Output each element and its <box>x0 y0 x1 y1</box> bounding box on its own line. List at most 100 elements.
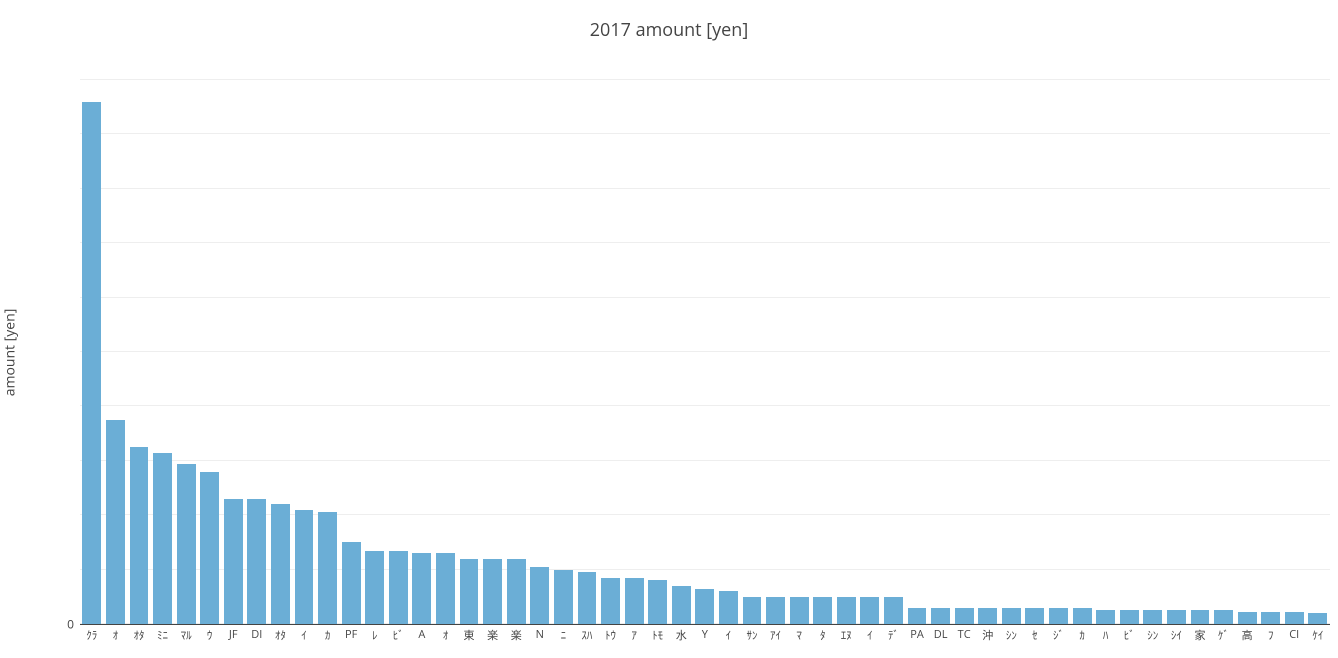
bar-slot <box>339 80 363 624</box>
bar[interactable] <box>1143 610 1162 624</box>
bar-slot <box>1235 80 1259 624</box>
x-tick-label: ｴﾇ <box>841 627 852 643</box>
bar-slot <box>952 80 976 624</box>
bar[interactable] <box>1167 610 1186 624</box>
bar-slot <box>292 80 316 624</box>
bar-slot <box>976 80 1000 624</box>
bar-slot <box>740 80 764 624</box>
bar[interactable] <box>955 608 974 624</box>
bar-slot <box>835 80 859 624</box>
bar-slot <box>1047 80 1071 624</box>
bar[interactable] <box>648 580 667 624</box>
bar[interactable] <box>908 608 927 624</box>
bar[interactable] <box>1025 608 1044 624</box>
bar[interactable] <box>1002 608 1021 624</box>
bar[interactable] <box>578 572 597 624</box>
bar[interactable] <box>177 464 196 624</box>
bar[interactable] <box>271 504 290 624</box>
x-tick-label: ｹﾞ <box>1218 627 1229 643</box>
y-tick-label: 0 <box>67 616 80 633</box>
bar[interactable] <box>813 597 832 624</box>
bar-slot <box>1117 80 1141 624</box>
bar[interactable] <box>1238 612 1257 624</box>
bar[interactable] <box>601 578 620 624</box>
bar-slot <box>80 80 104 624</box>
bar[interactable] <box>695 589 714 624</box>
bar[interactable] <box>389 551 408 624</box>
bar-slot <box>669 80 693 624</box>
bar[interactable] <box>766 597 785 624</box>
x-tick-label: JF <box>229 627 238 642</box>
bar-slot <box>387 80 411 624</box>
x-tick-label: ｼﾝ <box>1147 627 1158 643</box>
x-tick-label: ﾏﾙ <box>181 627 192 643</box>
bar[interactable] <box>1214 610 1233 624</box>
bar[interactable] <box>224 499 243 624</box>
bar[interactable] <box>200 472 219 624</box>
bar[interactable] <box>790 597 809 624</box>
x-tick-label: ｱｲ <box>770 627 781 643</box>
bar-slot <box>858 80 882 624</box>
x-tick-label: 水 <box>676 627 687 643</box>
x-tick-label: ﾚ <box>372 627 378 643</box>
bar[interactable] <box>318 512 337 624</box>
bar-slot <box>481 80 505 624</box>
bar[interactable] <box>1191 610 1210 624</box>
bar-slot <box>1306 80 1330 624</box>
x-tick-label: ｻﾝ <box>746 627 757 643</box>
bar[interactable] <box>130 447 149 624</box>
bar[interactable] <box>1285 612 1304 624</box>
bar[interactable] <box>1073 608 1092 624</box>
bar[interactable] <box>530 567 549 624</box>
bar[interactable] <box>1308 613 1327 624</box>
chart-title: 2017 amount [yen] <box>0 18 1338 42</box>
bar-slot <box>528 80 552 624</box>
bar[interactable] <box>247 499 266 624</box>
bar[interactable] <box>460 559 479 624</box>
bar[interactable] <box>1120 610 1139 624</box>
x-tick-label: 高 <box>1242 627 1253 643</box>
bar-slot <box>363 80 387 624</box>
bar-slot <box>1000 80 1024 624</box>
bar[interactable] <box>365 551 384 624</box>
x-tick-label: ｵ <box>113 627 119 643</box>
bar[interactable] <box>436 553 455 624</box>
bar[interactable] <box>743 597 762 624</box>
bar[interactable] <box>153 453 172 624</box>
bar-slot <box>269 80 293 624</box>
bar-slot <box>127 80 151 624</box>
bar[interactable] <box>625 578 644 624</box>
bar[interactable] <box>554 570 573 624</box>
bars-container <box>80 80 1330 624</box>
x-tick-label: ｹｲ <box>1312 627 1323 643</box>
bar[interactable] <box>931 608 950 624</box>
bar-slot <box>410 80 434 624</box>
bar[interactable] <box>860 597 879 624</box>
bar[interactable] <box>1261 612 1280 624</box>
bar[interactable] <box>978 608 997 624</box>
bar[interactable] <box>412 553 431 624</box>
x-tick-label: ｱ <box>631 627 637 643</box>
bar-slot <box>174 80 198 624</box>
bar[interactable] <box>342 542 361 624</box>
bar[interactable] <box>295 510 314 624</box>
x-tick-label: ｼﾞ <box>1053 627 1064 643</box>
x-tick-label: ｵﾀ <box>133 627 144 643</box>
bar[interactable] <box>672 586 691 624</box>
bar[interactable] <box>483 559 502 624</box>
x-tick-label: N <box>536 627 544 642</box>
bar-slot <box>1282 80 1306 624</box>
bar[interactable] <box>1096 610 1115 624</box>
bar[interactable] <box>1049 608 1068 624</box>
bar[interactable] <box>719 591 738 624</box>
x-tick-label: PF <box>345 627 357 642</box>
x-tick-label: 東 <box>464 627 475 643</box>
bar[interactable] <box>82 102 101 624</box>
bar-slot <box>599 80 623 624</box>
bar-slot <box>787 80 811 624</box>
x-tick-label: ｼﾝ <box>1006 627 1017 643</box>
bar[interactable] <box>884 597 903 624</box>
bar[interactable] <box>106 420 125 624</box>
bar[interactable] <box>507 559 526 624</box>
bar[interactable] <box>837 597 856 624</box>
